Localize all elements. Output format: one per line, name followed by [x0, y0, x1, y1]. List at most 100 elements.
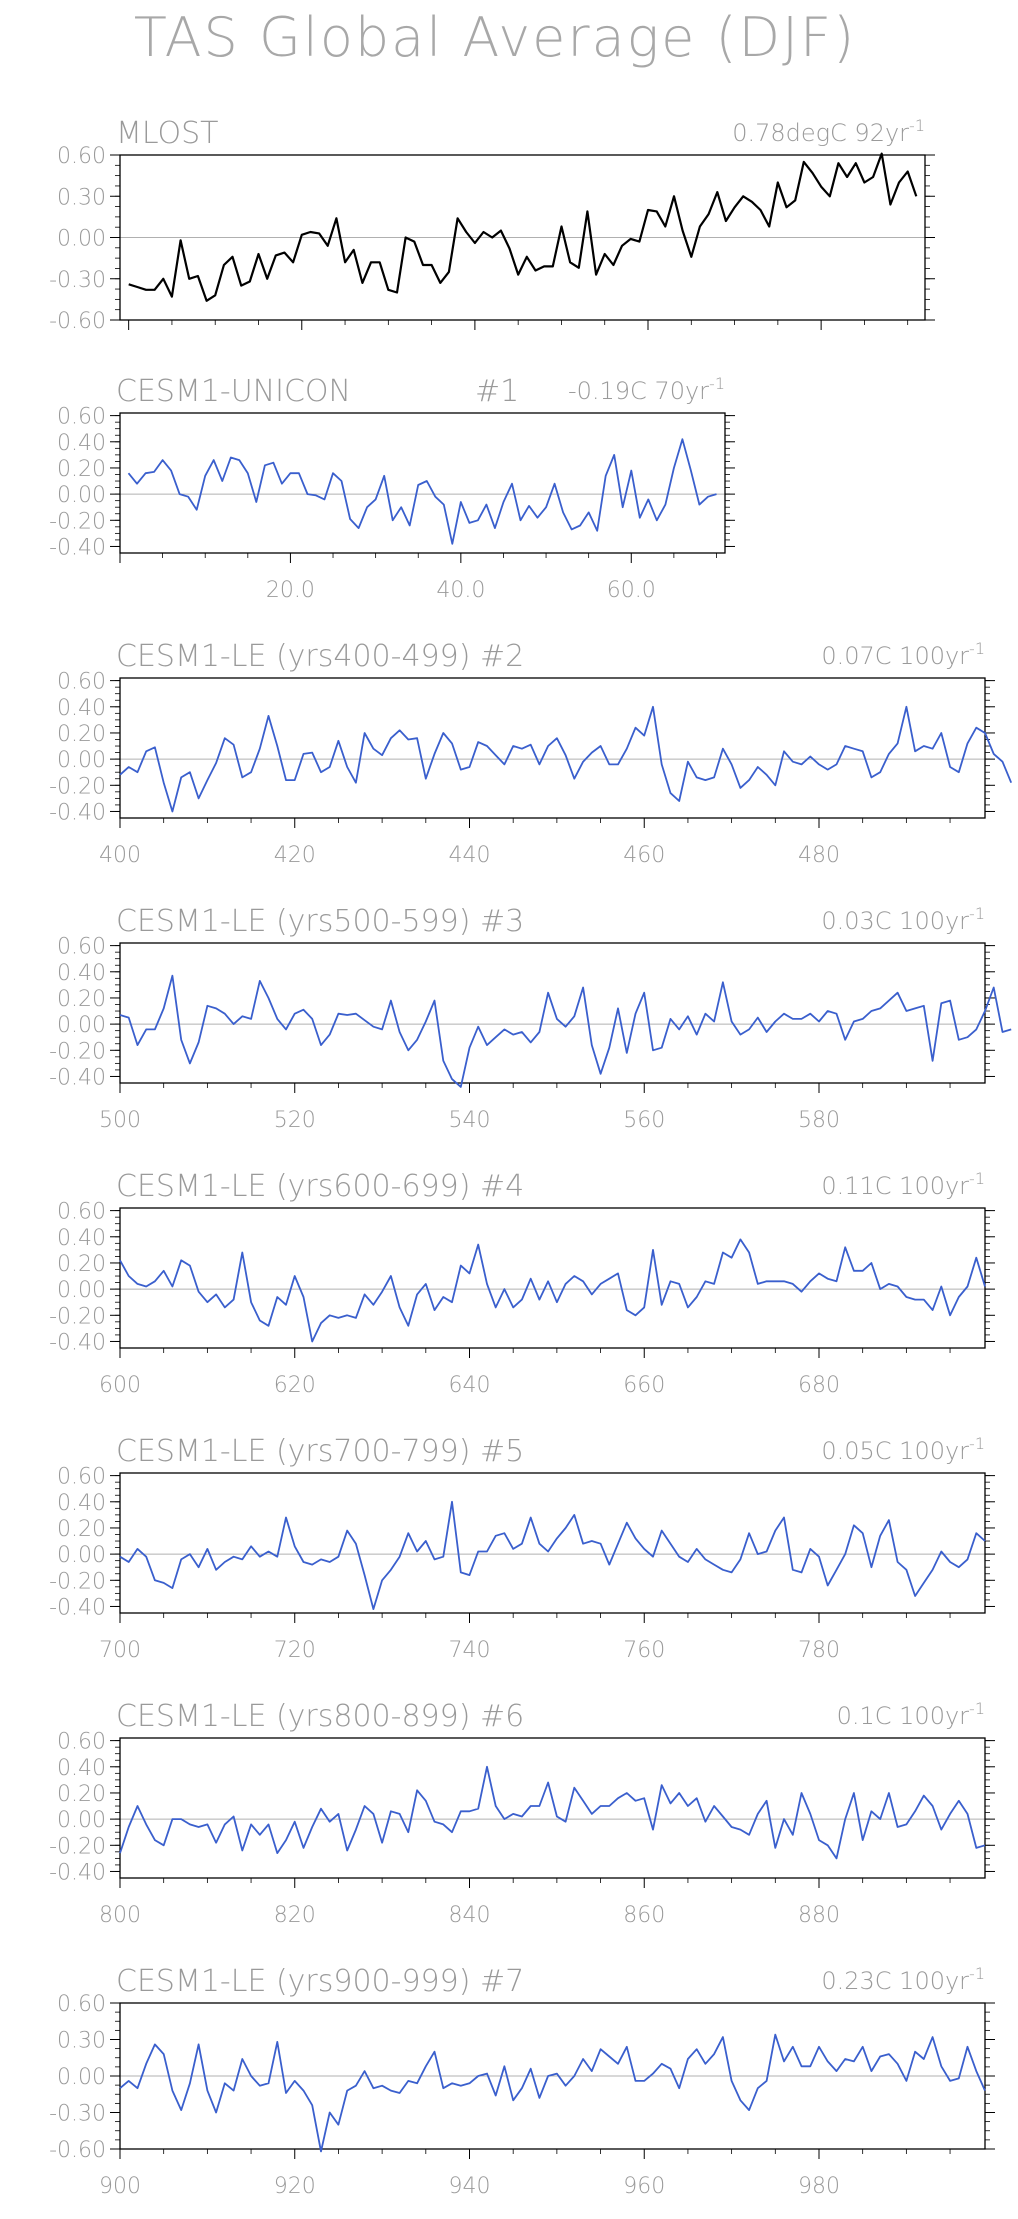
y-tick-label: 0.00	[57, 1808, 106, 1833]
chart-panel: CESM1-LE (yrs700-799) #5 0.05C 100yr-1 0.6…	[0, 1425, 1018, 1665]
y-tick-label: -0.20	[49, 1569, 106, 1594]
y-tick-label: 0.60	[57, 670, 106, 695]
y-tick-label: 0.20	[57, 1782, 106, 1807]
trend-label: 0.78degC 92yr-1	[732, 116, 925, 147]
x-tick-label: 900	[99, 2174, 141, 2199]
trend-value: 0.1C 100yr	[837, 1702, 970, 1730]
trend-label: -0.19C 70yr-1	[568, 374, 725, 405]
x-tick-label: 520	[274, 1108, 316, 1133]
trend-value: 0.03C 100yr	[821, 907, 969, 935]
trend-exponent: -1	[709, 374, 725, 393]
x-tick-label: 600	[99, 1373, 141, 1398]
x-tick-label: 800	[99, 1903, 141, 1928]
x-tick-label: 760	[623, 1638, 665, 1663]
series-line	[120, 1239, 985, 1341]
x-tick-label: 460	[623, 843, 665, 868]
trend-exponent: -1	[969, 1699, 985, 1718]
x-tick-label: 560	[623, 1108, 665, 1133]
x-tick-label: 40.0	[436, 578, 485, 603]
x-tick-label: 840	[448, 1903, 490, 1928]
y-tick-label: -0.40	[49, 1065, 106, 1090]
plot-frame	[120, 1738, 985, 1878]
x-tick-label: 420	[274, 843, 316, 868]
trend-value: -0.19C 70yr	[568, 377, 709, 405]
y-tick-label: 0.00	[57, 1278, 106, 1303]
trend-value: 0.23C 100yr	[821, 1967, 969, 1995]
series-line	[120, 976, 1011, 1087]
y-tick-label: 0.30	[57, 2029, 106, 2054]
y-tick-label: -0.20	[49, 1039, 106, 1064]
panel-number: #1	[475, 374, 519, 409]
panel-title: CESM1-LE (yrs500-599) #3	[116, 904, 524, 939]
trend-value: 0.07C 100yr	[821, 642, 969, 670]
y-tick-label: 0.00	[57, 748, 106, 773]
y-tick-label: 0.00	[57, 1543, 106, 1568]
chart-svg: CESM1-LE (yrs700-799) #5 0.05C 100yr-1 0.6…	[0, 1425, 1018, 1665]
x-tick-label: 580	[798, 1108, 840, 1133]
y-tick-label: 0.60	[57, 935, 106, 960]
trend-exponent: -1	[969, 1964, 985, 1983]
y-tick-label: 0.40	[57, 1756, 106, 1781]
y-tick-label: 0.40	[57, 431, 106, 456]
y-tick-label: 0.00	[57, 2065, 106, 2090]
trend-label: 0.07C 100yr-1	[821, 639, 985, 670]
y-tick-label: 0.40	[57, 961, 106, 986]
series-line	[129, 154, 917, 301]
y-tick-label: 0.60	[57, 144, 106, 169]
x-tick-label: 920	[274, 2174, 316, 2199]
trend-value: 0.05C 100yr	[821, 1437, 969, 1465]
panel-title: CESM1-LE (yrs700-799) #5	[116, 1434, 524, 1469]
y-tick-label: -0.40	[49, 1330, 106, 1355]
plot-frame	[120, 678, 985, 818]
x-tick-label: 740	[448, 1638, 490, 1663]
x-tick-label: 700	[99, 1638, 141, 1663]
plot-frame	[120, 1473, 985, 1613]
panel-title: CESM1-LE (yrs800-899) #6	[116, 1699, 524, 1734]
y-tick-label: 0.60	[57, 1465, 106, 1490]
series-line	[120, 1767, 985, 1859]
x-tick-label: 780	[798, 1638, 840, 1663]
x-tick-label: 960	[623, 2174, 665, 2199]
y-tick-label: 0.60	[57, 1200, 106, 1225]
x-tick-label: 620	[274, 1373, 316, 1398]
x-tick-label: 860	[623, 1903, 665, 1928]
y-tick-label: 0.30	[57, 185, 106, 210]
trend-value: 0.11C 100yr	[821, 1172, 969, 1200]
panel-title: CESM1-LE (yrs400-499) #2	[116, 639, 524, 674]
y-tick-label: -0.30	[49, 2102, 106, 2127]
trend-exponent: -1	[909, 116, 925, 135]
series-line	[120, 2035, 985, 2152]
panel-title: MLOST	[116, 116, 219, 151]
chart-panel: MLOST 0.78degC 92yr-1 0.60 0.30 0.00 -0.30 -0.…	[0, 75, 1018, 345]
x-tick-label: 680	[798, 1373, 840, 1398]
y-tick-label: -0.30	[49, 268, 106, 293]
trend-exponent: -1	[969, 639, 985, 658]
trend-exponent: -1	[969, 904, 985, 923]
y-tick-label: -0.40	[49, 1860, 106, 1885]
y-tick-label: 0.00	[57, 1013, 106, 1038]
y-tick-label: -0.40	[49, 1595, 106, 1620]
y-tick-label: -0.40	[49, 800, 106, 825]
chart-svg: CESM1-UNICON#1-0.19C 70yr-10.600.400.200…	[0, 365, 1018, 605]
x-tick-label: 720	[274, 1638, 316, 1663]
trend-label: 0.03C 100yr-1	[821, 904, 985, 935]
y-tick-label: -0.60	[49, 309, 106, 334]
y-tick-label: 0.20	[57, 722, 106, 747]
y-tick-label: 0.00	[57, 227, 106, 252]
x-tick-label: 540	[448, 1108, 490, 1133]
y-tick-label: 0.40	[57, 696, 106, 721]
chart-panel: CESM1-LE (yrs400-499) #2 0.07C 100yr-1 0.6…	[0, 630, 1018, 870]
y-tick-label: 0.40	[57, 1491, 106, 1516]
trend-label: 0.05C 100yr-1	[821, 1434, 985, 1465]
trend-label: 0.1C 100yr-1	[837, 1699, 985, 1730]
plot-frame	[120, 1208, 985, 1348]
x-tick-label: 400	[99, 843, 141, 868]
y-tick-label: 0.20	[57, 1252, 106, 1277]
y-tick-label: -0.20	[49, 774, 106, 799]
x-tick-label: 20.0	[266, 578, 315, 603]
